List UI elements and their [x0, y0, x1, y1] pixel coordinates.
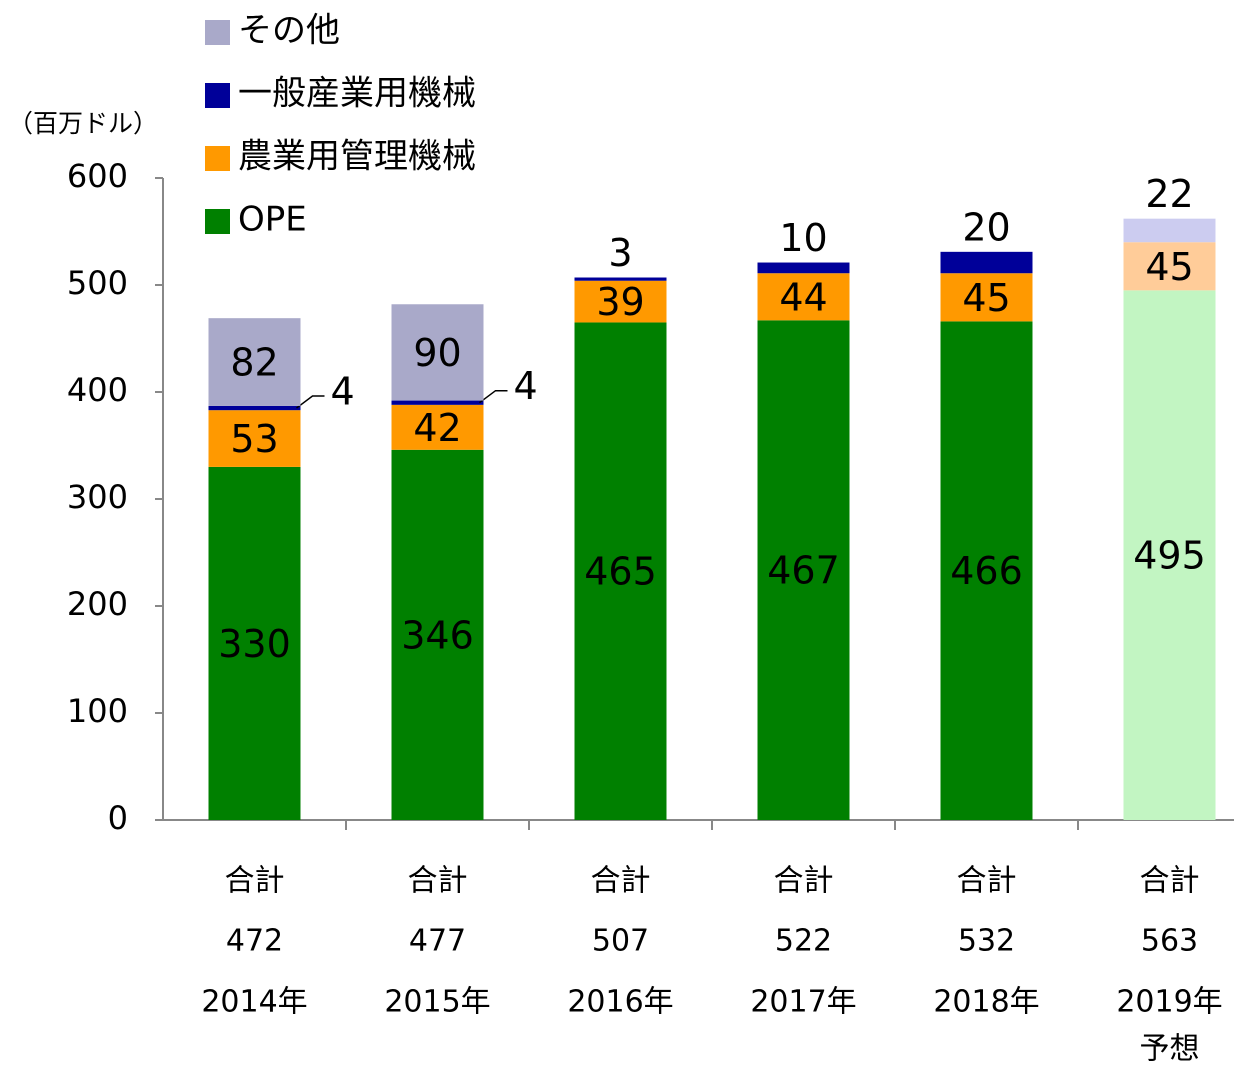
bar-segment [1123, 290, 1216, 821]
value-label: 39 [596, 280, 644, 324]
bar-segment [757, 273, 850, 321]
x-tick-label: 2014年 [201, 985, 307, 1020]
value-label: 20 [962, 205, 1010, 249]
value-label: 4 [514, 364, 538, 408]
total-label: 合計 [957, 864, 1017, 899]
y-tick-label: 0 [108, 799, 128, 837]
value-label: 467 [767, 549, 840, 593]
bar-segment [391, 400, 484, 405]
bar-segment [940, 321, 1033, 820]
x-tick-label: 2015年 [384, 985, 490, 1020]
value-label: 82 [230, 341, 278, 385]
y-tick-label: 500 [67, 264, 128, 302]
value-label: 495 [1133, 534, 1206, 578]
bar-segment [757, 262, 850, 274]
legend-label: 一般産業用機械 [238, 74, 476, 114]
leader-line [296, 395, 325, 409]
leader-line [479, 389, 508, 404]
bar-segment [391, 404, 484, 450]
value-label: 53 [230, 417, 278, 461]
value-label: 3 [608, 231, 632, 275]
total-label: 合計 [774, 864, 834, 899]
value-label: 42 [413, 406, 461, 450]
x-tick-label: 2017年 [750, 985, 856, 1020]
value-label: 44 [779, 275, 827, 319]
value-label: 10 [779, 216, 827, 260]
bar-segment [391, 304, 484, 401]
y-tick-label: 200 [67, 585, 128, 623]
x-tick-label: 2019年 [1116, 985, 1222, 1020]
bar-segment [940, 251, 1033, 274]
total-value: 522 [775, 924, 832, 959]
y-axis-label: （百万ドル） [8, 109, 158, 138]
value-label: 22 [1145, 172, 1193, 216]
total-value: 532 [958, 924, 1015, 959]
value-label: 4 [331, 370, 355, 414]
legend-swatch [205, 209, 230, 234]
legend-swatch [205, 146, 230, 171]
total-label: 合計 [1140, 864, 1200, 899]
value-label: 465 [584, 550, 657, 594]
value-label: 346 [401, 613, 474, 657]
bar-segment [1123, 218, 1216, 243]
bar-segment [940, 273, 1033, 322]
forecast-note: 予想 [1140, 1032, 1200, 1067]
value-label: 45 [1145, 245, 1193, 289]
value-label: 90 [413, 331, 461, 375]
y-tick-label: 300 [67, 478, 128, 516]
bar-segment [574, 322, 667, 820]
legend-label: OPE [238, 200, 307, 240]
total-label: 合計 [225, 864, 285, 899]
value-label: 45 [962, 276, 1010, 320]
y-tick-label: 400 [67, 371, 128, 409]
total-value: 563 [1141, 924, 1198, 959]
bar-segment [757, 320, 850, 820]
legend-label: その他 [238, 11, 340, 51]
x-tick-label: 2016年 [567, 985, 673, 1020]
legend-label: 農業用管理機械 [238, 137, 476, 177]
legend-swatch [205, 83, 230, 108]
total-label: 合計 [591, 864, 651, 899]
bar-segment [208, 466, 301, 820]
bar-segment [574, 280, 667, 323]
total-label: 合計 [408, 864, 468, 899]
legend-swatch [205, 20, 230, 45]
y-tick-label: 600 [67, 157, 128, 195]
y-tick-label: 100 [67, 692, 128, 730]
total-value: 507 [592, 924, 649, 959]
bar-segment [574, 277, 667, 281]
total-value: 472 [226, 924, 283, 959]
bar-segment [208, 410, 301, 467]
bar-segment [208, 318, 301, 406]
bar-segment [391, 449, 484, 820]
total-value: 477 [409, 924, 466, 959]
bar-segment [208, 405, 301, 411]
value-label: 330 [218, 622, 291, 666]
bar-segment [1123, 242, 1216, 291]
value-label: 466 [950, 549, 1023, 593]
x-tick-label: 2018年 [933, 985, 1039, 1020]
